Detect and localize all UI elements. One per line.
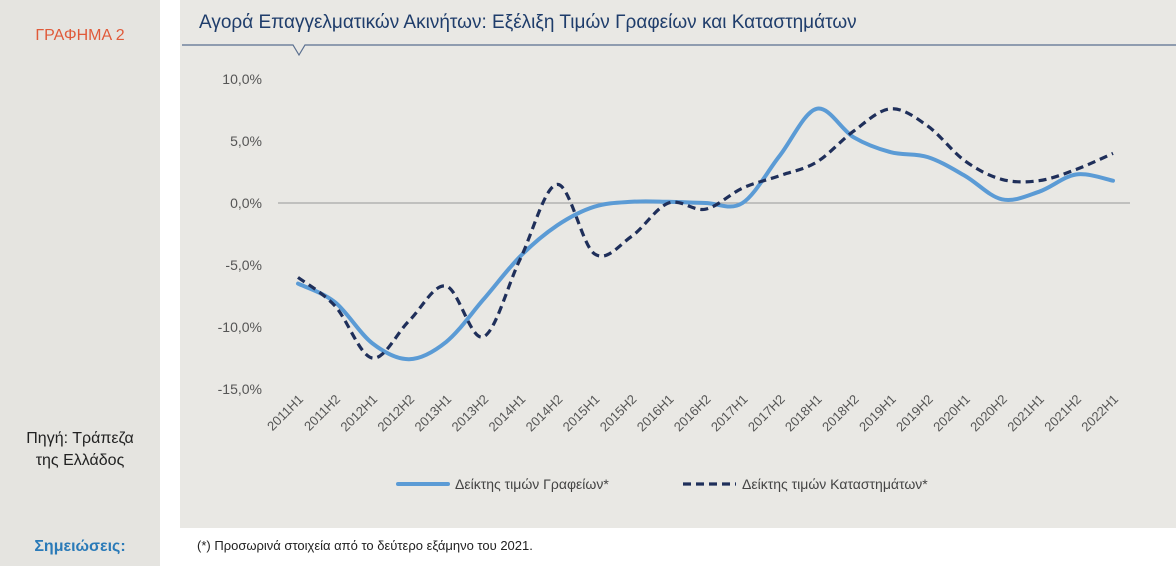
data-point bbox=[296, 275, 300, 279]
x-tick-label: 2016H1 bbox=[634, 392, 677, 435]
data-point bbox=[741, 201, 745, 205]
data-point bbox=[1111, 151, 1115, 155]
data-point bbox=[889, 107, 893, 111]
x-tick-label: 2020H1 bbox=[930, 392, 973, 435]
y-tick-label: -10,0% bbox=[218, 319, 262, 335]
x-tick-label: 2022H1 bbox=[1078, 392, 1121, 435]
x-tick-label: 2018H2 bbox=[819, 392, 862, 435]
x-tick-label: 2021H2 bbox=[1041, 392, 1084, 435]
data-point bbox=[963, 174, 967, 178]
x-tick-label: 2012H1 bbox=[337, 392, 380, 435]
x-tick-label: 2019H1 bbox=[856, 392, 899, 435]
data-point bbox=[481, 335, 485, 339]
notes-label-panel bbox=[0, 528, 160, 566]
x-tick-label: 2016H2 bbox=[671, 392, 714, 435]
source-note: Πηγή: Τράπεζα της Ελλάδος bbox=[0, 428, 160, 472]
x-tick-label: 2015H2 bbox=[597, 392, 640, 435]
data-point bbox=[444, 284, 448, 288]
x-tick-label: 2017H1 bbox=[708, 392, 751, 435]
data-point bbox=[963, 159, 967, 163]
data-point bbox=[296, 282, 300, 286]
data-point bbox=[629, 234, 633, 238]
chart-title: Αγορά Επαγγελματικών Ακινήτων: Εξέλιξη Τ… bbox=[199, 12, 857, 33]
x-tick-label: 2015H1 bbox=[560, 392, 603, 435]
source-line-1: Πηγή: Τράπεζα bbox=[26, 430, 134, 447]
data-point bbox=[1000, 197, 1004, 201]
data-point bbox=[1037, 179, 1041, 183]
data-point bbox=[555, 182, 559, 186]
x-tick-label: 2014H1 bbox=[486, 392, 529, 435]
x-tick-label: 2011H1 bbox=[264, 392, 306, 434]
data-point bbox=[370, 341, 374, 345]
line-chart: 10,0% 5,0% 0,0% -5,0% -10,0% -15,0%2011H12011… bbox=[182, 44, 1176, 492]
data-point bbox=[444, 340, 448, 344]
data-point bbox=[778, 154, 782, 158]
data-point bbox=[1000, 177, 1004, 181]
data-point bbox=[481, 298, 485, 302]
data-point bbox=[407, 357, 411, 361]
left-panel bbox=[0, 0, 160, 528]
notes-label: Σημειώσεις: bbox=[34, 538, 126, 555]
y-tick-label: 0,0% bbox=[230, 195, 262, 211]
x-tick-label: 2019H2 bbox=[893, 392, 936, 435]
data-point bbox=[852, 129, 856, 133]
x-tick-label: 2018H1 bbox=[782, 392, 825, 435]
data-point bbox=[1074, 168, 1078, 172]
data-point bbox=[926, 155, 930, 159]
data-point bbox=[592, 205, 596, 209]
legend-label-shops: Δείκτης τιμών Καταστημάτων* bbox=[742, 476, 928, 492]
data-point bbox=[1111, 179, 1115, 183]
x-tick-label: 2012H2 bbox=[374, 392, 417, 435]
x-tick-label: 2013H2 bbox=[449, 392, 492, 435]
data-point bbox=[926, 124, 930, 128]
data-point bbox=[741, 186, 745, 190]
series-line-offices bbox=[296, 106, 1115, 362]
notes-panel bbox=[180, 528, 1176, 566]
notes-text: (*) Προσωρινά στοιχεία από το δεύτερο εξ… bbox=[197, 538, 533, 553]
legend-label-offices: Δείκτης τιμών Γραφείων* bbox=[455, 476, 609, 492]
title-underline bbox=[182, 44, 1176, 57]
data-point bbox=[370, 356, 374, 360]
x-tick-label: 2020H2 bbox=[967, 392, 1010, 435]
data-point bbox=[666, 201, 670, 205]
data-point bbox=[518, 257, 522, 261]
data-point bbox=[629, 200, 633, 204]
data-point bbox=[704, 201, 708, 205]
data-point bbox=[815, 107, 819, 111]
y-tick-label: -5,0% bbox=[225, 257, 262, 273]
data-point bbox=[1074, 172, 1078, 176]
series-line-shops bbox=[297, 107, 1114, 360]
data-point bbox=[778, 174, 782, 178]
y-tick-label: -15,0% bbox=[218, 381, 262, 397]
data-point bbox=[815, 160, 819, 164]
source-line-2: της Ελλάδος bbox=[35, 452, 125, 469]
data-point bbox=[555, 223, 559, 227]
data-point bbox=[889, 150, 893, 154]
chart-panel bbox=[180, 0, 1176, 528]
x-tick-label: 2014H2 bbox=[523, 392, 566, 435]
y-tick-label: 10,0% bbox=[222, 71, 262, 87]
data-point bbox=[1037, 190, 1041, 194]
data-point bbox=[852, 135, 856, 139]
data-point bbox=[704, 207, 708, 211]
y-tick-label: 5,0% bbox=[230, 133, 262, 149]
chart-label: ΓΡΑΦΗΜΑ 2 bbox=[35, 27, 125, 44]
x-tick-label: 2017H2 bbox=[745, 392, 788, 435]
x-tick-label: 2011H2 bbox=[301, 392, 343, 434]
x-tick-label: 2013H1 bbox=[411, 392, 454, 435]
data-point bbox=[407, 319, 411, 323]
data-point bbox=[333, 304, 337, 308]
data-point bbox=[592, 252, 596, 256]
x-tick-label: 2021H1 bbox=[1004, 392, 1047, 435]
